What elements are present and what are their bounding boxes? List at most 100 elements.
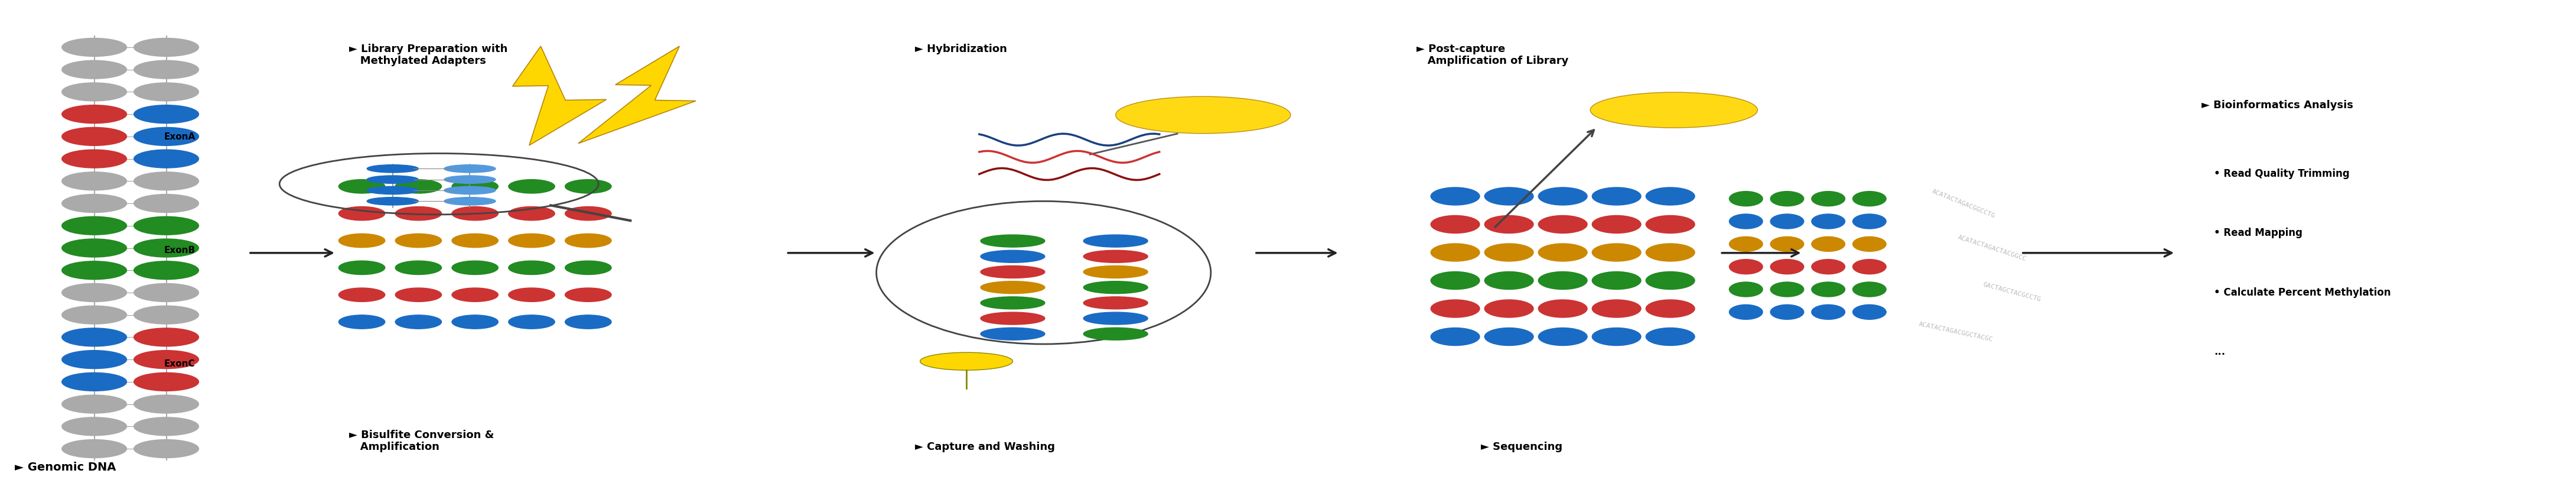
Ellipse shape [62, 38, 126, 57]
Ellipse shape [1538, 328, 1587, 346]
Ellipse shape [1084, 250, 1149, 263]
Text: ► Bisulfite Conversion &
   Amplification: ► Bisulfite Conversion & Amplification [348, 430, 495, 452]
Ellipse shape [564, 315, 611, 329]
Ellipse shape [1430, 215, 1479, 233]
Ellipse shape [1084, 235, 1149, 247]
Ellipse shape [62, 217, 126, 235]
Polygon shape [577, 46, 696, 143]
Ellipse shape [981, 297, 1046, 309]
Ellipse shape [451, 180, 497, 193]
Ellipse shape [981, 250, 1046, 263]
Ellipse shape [1484, 272, 1533, 289]
Ellipse shape [443, 176, 495, 184]
Ellipse shape [451, 261, 497, 275]
Ellipse shape [564, 234, 611, 248]
Ellipse shape [507, 234, 554, 248]
Ellipse shape [1430, 187, 1479, 205]
Ellipse shape [1811, 237, 1844, 251]
Ellipse shape [981, 312, 1046, 324]
Ellipse shape [1728, 305, 1762, 319]
Ellipse shape [1592, 244, 1641, 261]
Ellipse shape [451, 315, 497, 329]
Ellipse shape [1852, 237, 1886, 251]
Ellipse shape [1084, 266, 1149, 278]
Text: ► Genomic DNA: ► Genomic DNA [15, 462, 116, 473]
Ellipse shape [134, 194, 198, 213]
Ellipse shape [981, 281, 1046, 294]
Ellipse shape [134, 395, 198, 413]
Ellipse shape [1538, 272, 1587, 289]
Ellipse shape [62, 417, 126, 435]
Ellipse shape [337, 315, 384, 329]
Ellipse shape [1811, 305, 1844, 319]
Ellipse shape [1484, 187, 1533, 205]
Ellipse shape [1770, 237, 1803, 251]
Ellipse shape [337, 207, 384, 220]
Ellipse shape [1646, 328, 1695, 346]
Ellipse shape [564, 261, 611, 275]
Ellipse shape [1646, 300, 1695, 317]
Ellipse shape [394, 288, 440, 302]
Ellipse shape [1538, 215, 1587, 233]
Ellipse shape [62, 350, 126, 369]
Ellipse shape [1811, 259, 1844, 274]
Ellipse shape [62, 328, 126, 346]
Ellipse shape [1770, 305, 1803, 319]
Ellipse shape [1728, 282, 1762, 297]
Ellipse shape [1430, 300, 1479, 317]
Ellipse shape [1592, 215, 1641, 233]
Ellipse shape [1770, 214, 1803, 229]
Text: ► Library Preparation with
   Methylated Adapters: ► Library Preparation with Methylated Ad… [348, 44, 507, 66]
Ellipse shape [1728, 259, 1762, 274]
Text: GACTAGCTACGCCTG: GACTAGCTACGCCTG [1984, 282, 2043, 303]
Ellipse shape [451, 288, 497, 302]
Ellipse shape [1852, 191, 1886, 206]
Ellipse shape [1430, 328, 1479, 346]
Ellipse shape [507, 315, 554, 329]
Ellipse shape [1811, 282, 1844, 297]
Ellipse shape [1084, 281, 1149, 294]
Ellipse shape [394, 261, 440, 275]
Ellipse shape [62, 127, 126, 146]
Ellipse shape [1852, 305, 1886, 319]
Text: • Read Quality Trimming: • Read Quality Trimming [2215, 169, 2349, 180]
Ellipse shape [1084, 297, 1149, 309]
Ellipse shape [1728, 191, 1762, 206]
Text: ACATACTAGACGGCTACGC: ACATACTAGACGGCTACGC [1919, 321, 1994, 343]
Polygon shape [513, 46, 605, 145]
Text: ► Capture and Washing: ► Capture and Washing [914, 442, 1056, 452]
Ellipse shape [394, 234, 440, 248]
Ellipse shape [1852, 259, 1886, 274]
Ellipse shape [507, 288, 554, 302]
Ellipse shape [564, 207, 611, 220]
Text: ExonB: ExonB [165, 246, 196, 255]
Ellipse shape [134, 150, 198, 168]
Ellipse shape [1646, 215, 1695, 233]
Ellipse shape [1084, 328, 1149, 340]
Ellipse shape [62, 83, 126, 101]
Ellipse shape [451, 234, 497, 248]
Ellipse shape [134, 372, 198, 391]
Ellipse shape [1538, 300, 1587, 317]
Text: ACATACTAGACTACGGCC: ACATACTAGACTACGGCC [1958, 234, 2027, 262]
Ellipse shape [1728, 214, 1762, 229]
Ellipse shape [337, 261, 384, 275]
Ellipse shape [134, 61, 198, 79]
Ellipse shape [1811, 191, 1844, 206]
Ellipse shape [1115, 97, 1291, 133]
Ellipse shape [1852, 214, 1886, 229]
Ellipse shape [1770, 259, 1803, 274]
Ellipse shape [1084, 312, 1149, 324]
Ellipse shape [134, 105, 198, 124]
Ellipse shape [394, 180, 440, 193]
Ellipse shape [1538, 187, 1587, 205]
Ellipse shape [443, 186, 495, 194]
Ellipse shape [134, 306, 198, 324]
Ellipse shape [981, 235, 1046, 247]
Ellipse shape [1430, 272, 1479, 289]
Ellipse shape [1728, 237, 1762, 251]
Ellipse shape [1592, 300, 1641, 317]
Ellipse shape [1484, 328, 1533, 346]
Ellipse shape [507, 207, 554, 220]
Ellipse shape [366, 186, 417, 194]
